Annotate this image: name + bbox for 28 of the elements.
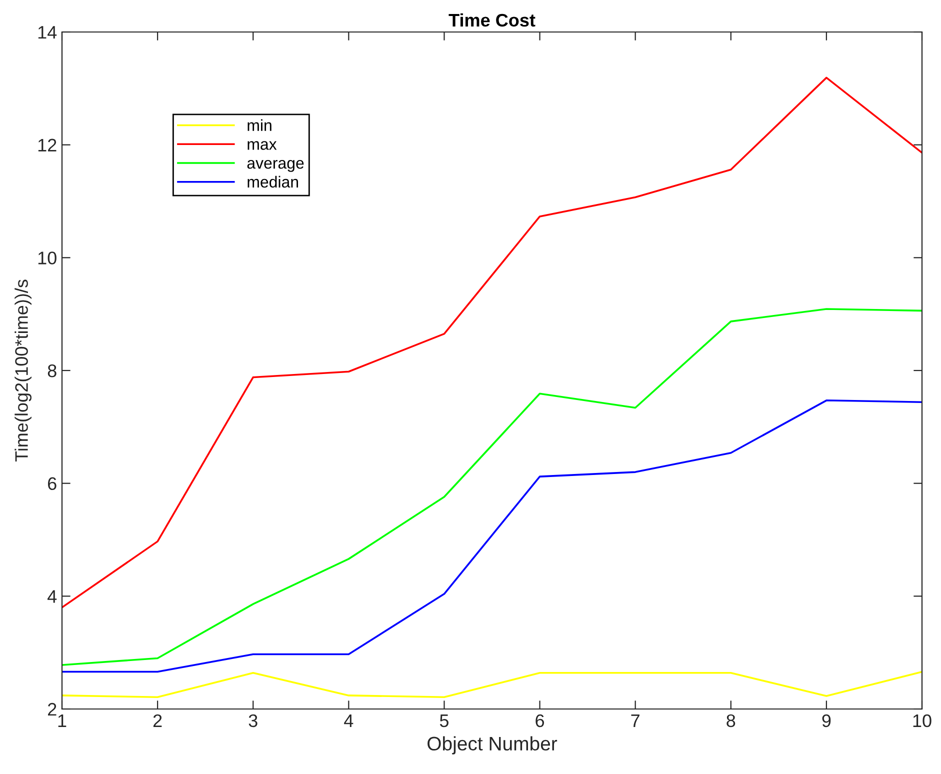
y-tick-label: 4 [48, 590, 57, 603]
legend-label: min [248, 119, 272, 131]
y-tick-label: 6 [48, 477, 56, 490]
x-tick-label: 4 [344, 714, 354, 727]
y-tick-label: 14 [38, 26, 57, 39]
line-series [62, 308, 922, 666]
x-tick-label: 8 [726, 714, 736, 728]
y-axis-title: Time(log2(100*time))/s [14, 280, 32, 462]
line-series [62, 399, 922, 673]
line-series [62, 670, 922, 698]
x-tick-label: 7 [631, 714, 640, 727]
y-tick-label: 2 [48, 702, 56, 716]
x-tick-label: 9 [822, 714, 831, 728]
legend-label: median [248, 176, 298, 188]
y-tick-label: 8 [48, 364, 56, 378]
legend-label: average [247, 160, 304, 172]
x-tick-label: 5 [440, 714, 448, 728]
legend-label: max [248, 141, 277, 150]
x-axis-title: Object Number [428, 736, 558, 754]
y-tick-label: 12 [38, 138, 56, 152]
line-series [62, 76, 922, 608]
x-tick-label: 1 [58, 714, 66, 727]
x-tick-label: 10 [913, 714, 932, 728]
x-tick-label: 3 [248, 714, 258, 728]
y-tick-label: 10 [38, 252, 56, 264]
chart-title: Time Cost [448, 13, 536, 27]
x-tick-label: 6 [536, 714, 544, 728]
x-tick-label: 2 [153, 714, 162, 727]
